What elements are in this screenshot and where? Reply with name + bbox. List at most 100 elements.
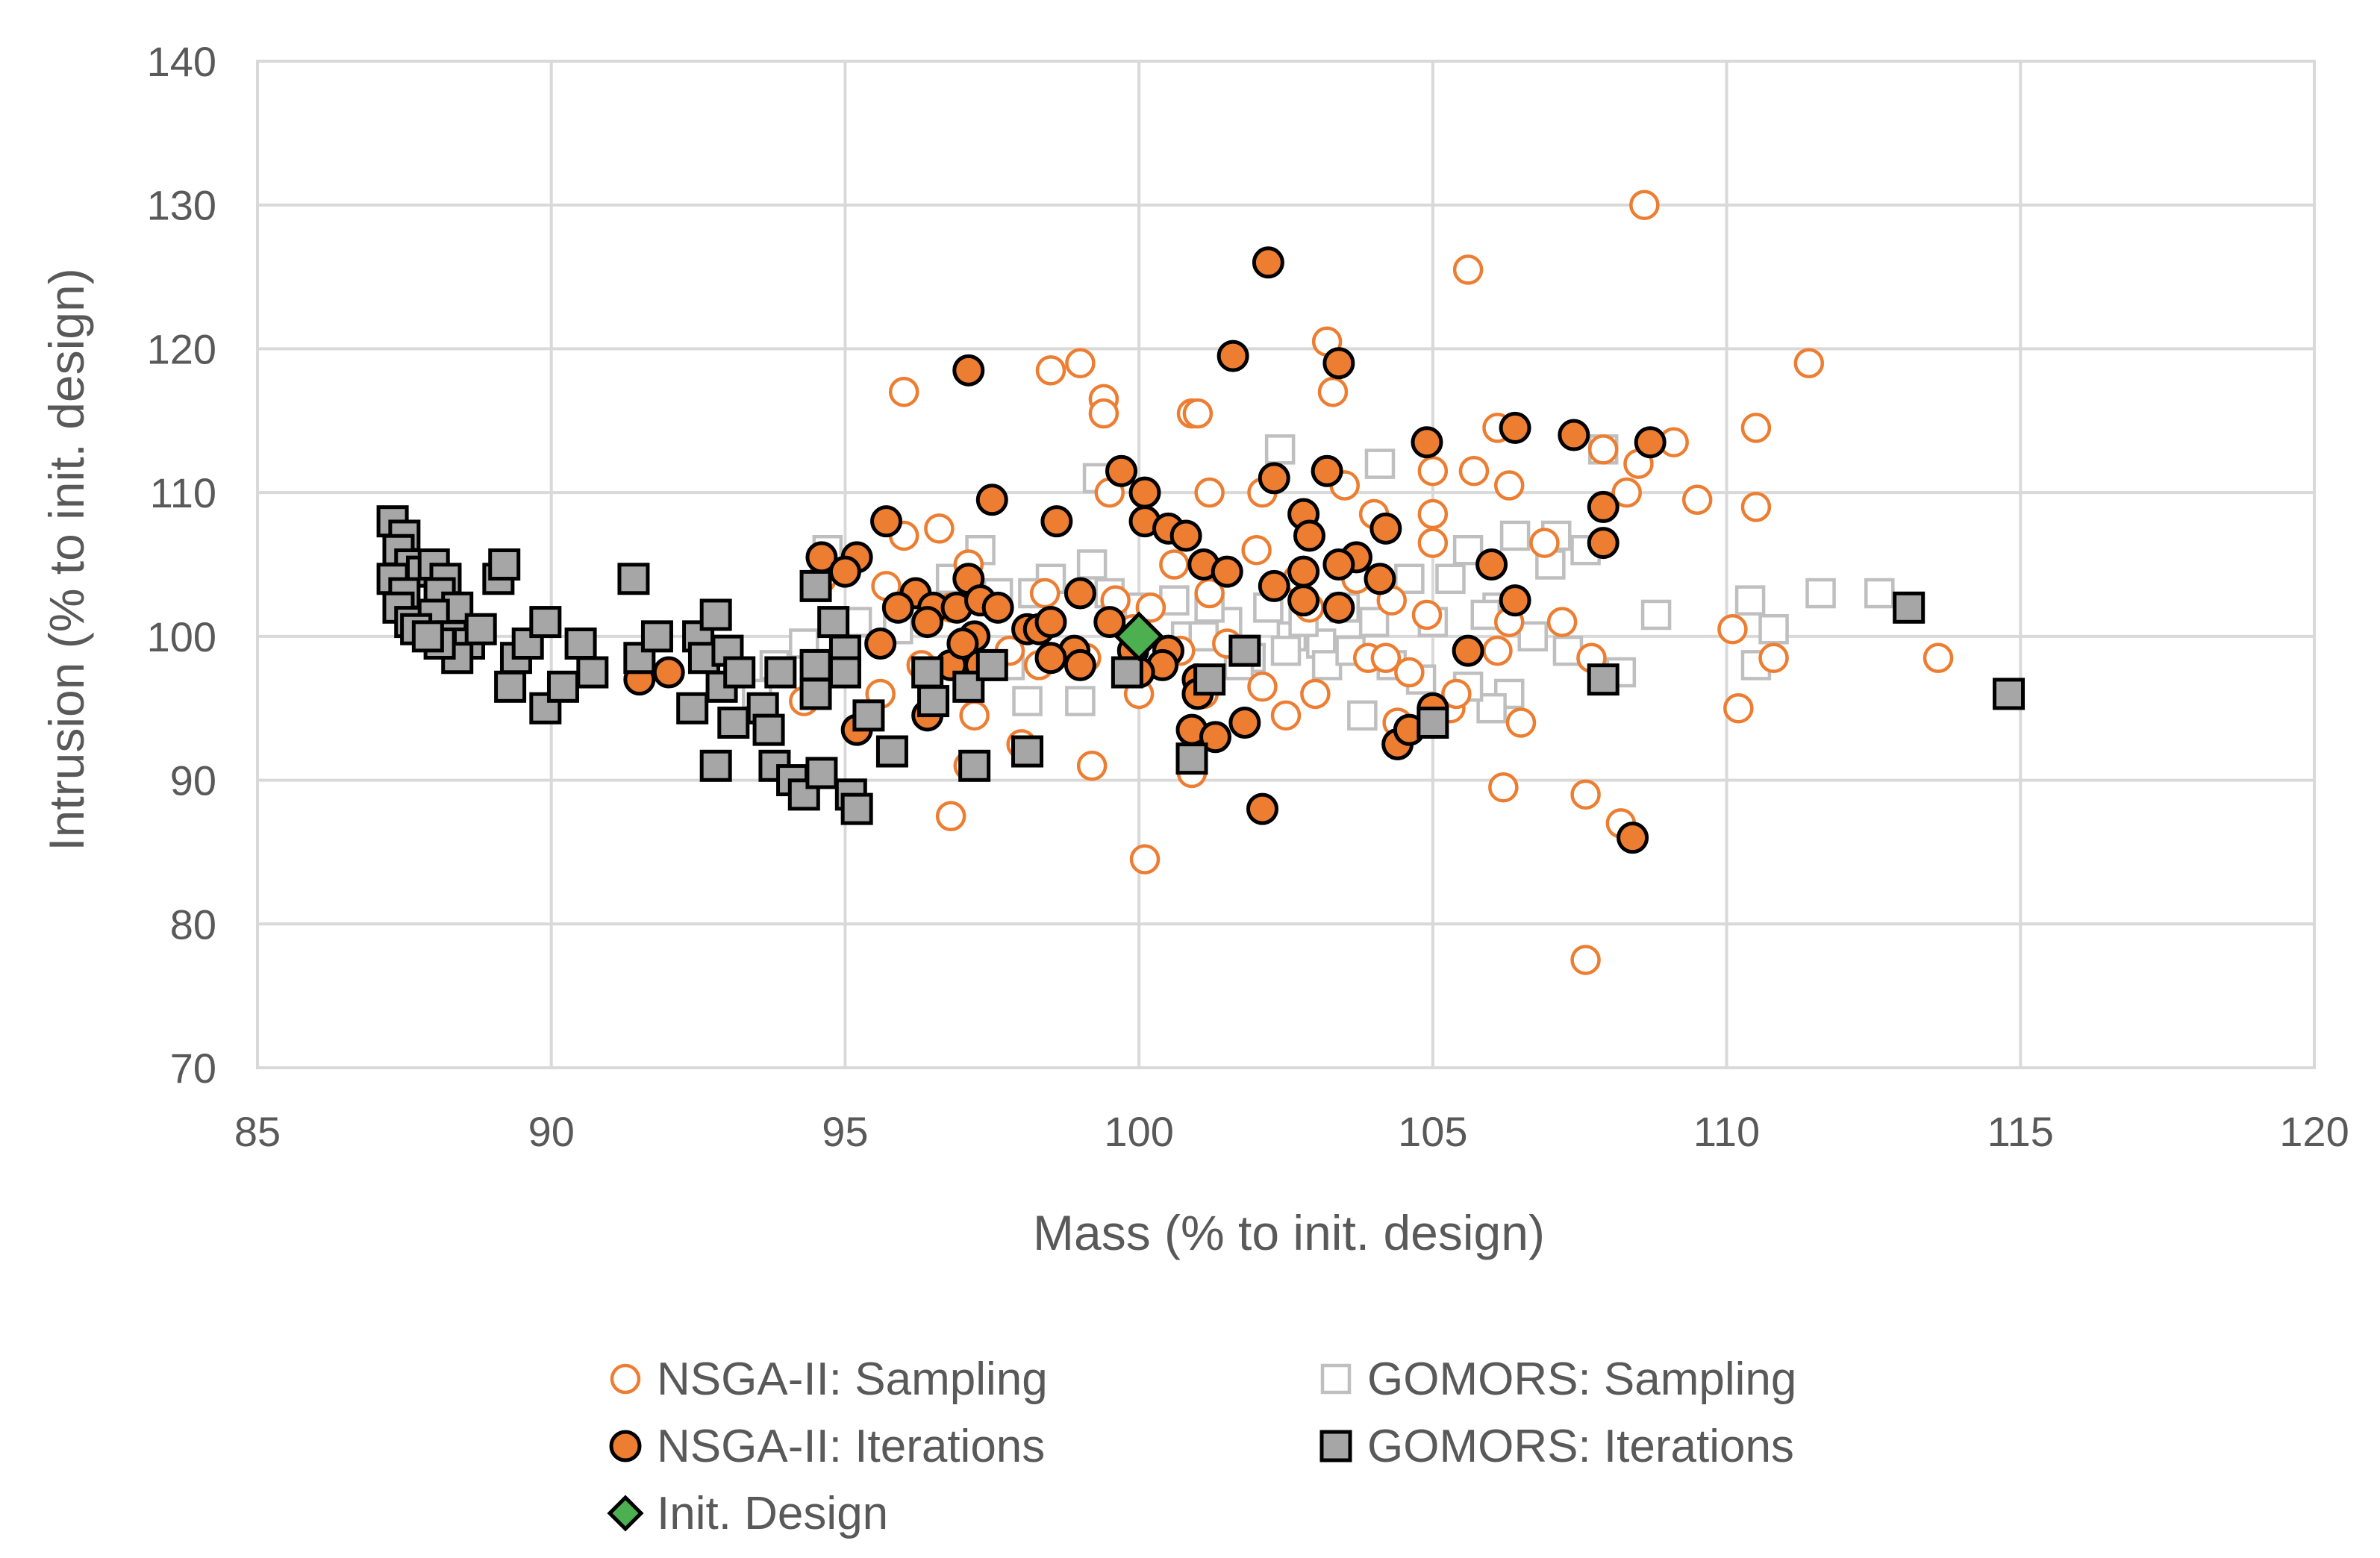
legend-marker-nsga-ii-sampling [610, 1363, 641, 1395]
point-nsga-ii-sampling-1 [1452, 254, 1484, 285]
point-nsga-ii-sampling-39 [1611, 477, 1642, 508]
point-init-design-0 [1114, 611, 1164, 662]
point-gomors-iterations-51 [805, 757, 838, 789]
point-nsga-ii-iterations-50 [946, 627, 979, 660]
point-gomors-sampling-5 [1499, 520, 1531, 551]
point-nsga-ii-iterations-1 [1322, 347, 1355, 380]
point-nsga-ii-iterations-44 [981, 591, 1014, 624]
point-nsga-ii-iterations-63 [1228, 706, 1261, 739]
point-nsga-ii-sampling-49 [1570, 779, 1601, 810]
point-nsga-ii-iterations-62 [1199, 721, 1232, 754]
point-nsga-ii-iterations-30 [1499, 584, 1531, 617]
point-gomors-iterations-67 [1175, 742, 1208, 775]
legend-item-nsga-ii-sampling: NSGA-II: Sampling [610, 1354, 1048, 1405]
legend-marker-init-design [607, 1495, 644, 1532]
point-gomors-sampling-10 [1758, 613, 1789, 645]
point-gomors-sampling-61 [1270, 635, 1302, 666]
point-gomors-iterations-63 [958, 749, 991, 782]
point-gomors-iterations-60 [911, 656, 944, 689]
point-nsga-ii-iterations-20 [1293, 519, 1325, 552]
point-nsga-ii-sampling-33 [1241, 534, 1272, 566]
point-nsga-ii-sampling-4 [1035, 355, 1066, 386]
point-nsga-ii-sampling-78 [1482, 635, 1513, 666]
point-gomors-iterations-65 [1011, 735, 1044, 768]
legend-label-nsga-ii-sampling: NSGA-II: Sampling [657, 1354, 1048, 1405]
legend-item-nsga-ii-iterations: NSGA-II: Iterations [609, 1421, 1045, 1472]
point-nsga-ii-sampling-47 [1505, 707, 1537, 738]
point-nsga-ii-iterations-15 [870, 505, 903, 538]
legend-item-gomors-sampling: GOMORS: Sampling [1320, 1354, 1796, 1405]
point-nsga-ii-sampling-10 [1317, 376, 1349, 407]
point-gomors-iterations-31 [617, 563, 650, 595]
grid-layer [256, 60, 2316, 1069]
point-nsga-ii-iterations-10 [1105, 454, 1138, 487]
point-gomors-iterations-72 [1893, 591, 1925, 624]
point-nsga-ii-iterations-24 [1322, 548, 1355, 581]
point-gomors-iterations-37 [699, 598, 732, 631]
point-nsga-ii-iterations-69 [652, 656, 685, 689]
point-gomors-iterations-26 [494, 670, 527, 703]
point-gomors-iterations-30 [576, 656, 609, 689]
point-nsga-ii-iterations-76 [1617, 822, 1649, 854]
point-gomors-sampling-12 [1805, 578, 1836, 609]
point-gomors-iterations-57 [840, 792, 873, 825]
point-nsga-ii-sampling-55 [1300, 678, 1331, 710]
y-tick-label-100: 100 [147, 613, 216, 660]
point-gomors-iterations-71 [1587, 663, 1620, 696]
point-nsga-ii-sampling-30 [1029, 578, 1061, 609]
point-gomors-iterations-73 [1993, 678, 2026, 710]
series-nsga-ii-iterations [623, 246, 1667, 854]
point-nsga-ii-iterations-0 [1252, 246, 1284, 279]
point-gomors-iterations-33 [640, 620, 673, 653]
point-nsga-ii-sampling-48 [1488, 772, 1519, 803]
point-nsga-ii-iterations-52 [1093, 606, 1126, 639]
point-nsga-ii-sampling-9 [1182, 398, 1214, 429]
y-tick-label-80: 80 [170, 901, 216, 948]
point-nsga-ii-sampling-46 [1546, 607, 1578, 637]
point-gomors-iterations-28 [546, 670, 579, 703]
axis-layer: 70 80 90 100 110 120 130 140 85 90 95 100 105 110 115 1… [147, 38, 2349, 1155]
point-nsga-ii-iterations-6 [1634, 426, 1667, 459]
point-nsga-ii-iterations-33 [1322, 591, 1355, 624]
point-nsga-ii-iterations-67 [864, 627, 897, 660]
point-gomors-iterations-40 [723, 656, 756, 689]
point-nsga-ii-sampling-15 [1587, 434, 1619, 465]
legend-marker-nsga-ii-iterations [609, 1430, 642, 1462]
point-gomors-sampling-2 [1364, 448, 1396, 479]
series-init-design [1114, 611, 1164, 662]
point-nsga-ii-iterations-18 [1169, 519, 1202, 552]
point-nsga-ii-iterations-51 [1034, 606, 1067, 639]
plot-area-border [256, 60, 2316, 1069]
point-nsga-ii-sampling-51 [1570, 945, 1601, 975]
point-gomors-iterations-20 [411, 620, 444, 653]
point-nsga-ii-sampling-60 [1129, 844, 1161, 875]
point-nsga-ii-sampling-40 [1681, 484, 1713, 516]
point-nsga-ii-iterations-3 [952, 354, 985, 387]
y-tick-label-130: 130 [147, 182, 216, 229]
point-nsga-ii-sampling-36 [1417, 498, 1449, 530]
point-gomors-sampling-13 [1864, 578, 1895, 609]
point-gomors-iterations-44 [764, 656, 797, 689]
point-gomors-sampling-8 [1640, 599, 1672, 631]
point-gomors-iterations-66 [1111, 656, 1143, 689]
legend: NSGA-II: Sampling GOMORS: Sampling NSGA-II… [607, 1354, 1796, 1539]
point-gomors-sampling-50 [1394, 563, 1425, 595]
point-nsga-ii-sampling-0 [1629, 190, 1660, 220]
point-gomors-iterations-68 [1193, 663, 1226, 696]
point-nsga-ii-sampling-63 [959, 700, 990, 731]
point-gomors-iterations-45 [752, 713, 785, 746]
point-nsga-ii-iterations-13 [1587, 490, 1620, 523]
point-nsga-ii-iterations-7 [1411, 426, 1443, 459]
point-gomors-sampling-49 [1358, 607, 1390, 637]
point-nsga-ii-iterations-14 [1040, 505, 1073, 538]
point-gomors-sampling-53 [1517, 621, 1548, 652]
point-gomors-iterations-49 [799, 648, 832, 681]
point-nsga-ii-sampling-41 [1740, 492, 1772, 522]
point-nsga-ii-sampling-18 [1458, 455, 1490, 487]
series-gomors-iterations [376, 505, 2026, 825]
point-nsga-ii-sampling-5 [888, 376, 919, 407]
point-gomors-sampling-43 [1065, 686, 1096, 716]
point-nsga-ii-sampling-24 [924, 513, 955, 544]
point-nsga-ii-sampling-19 [1493, 470, 1525, 501]
